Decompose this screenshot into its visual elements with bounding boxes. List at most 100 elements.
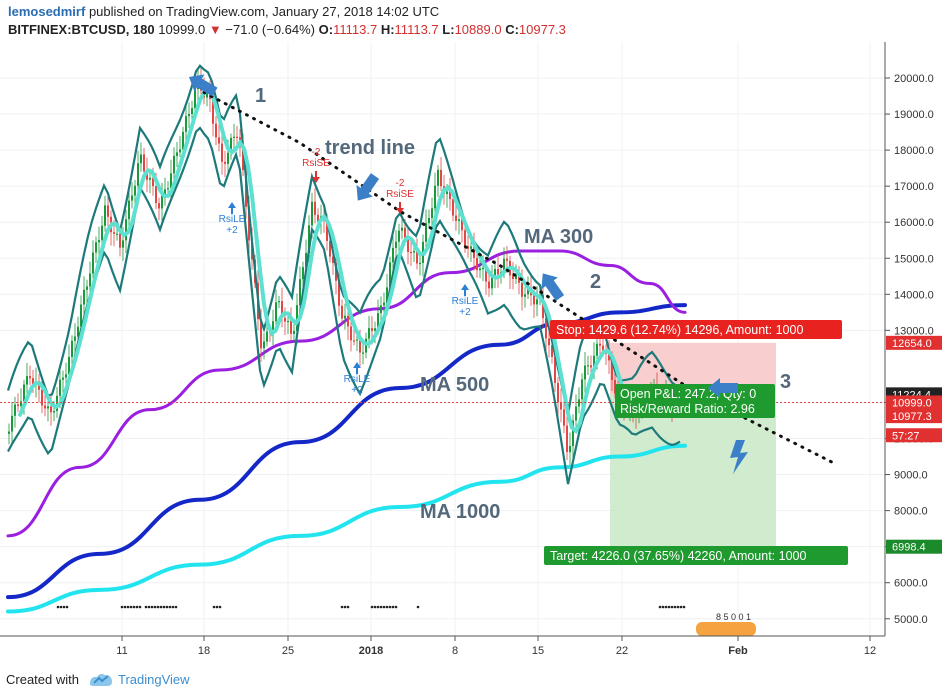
candle-body — [455, 215, 457, 221]
short-ma-line — [18, 88, 682, 435]
candle-body — [536, 299, 538, 305]
candle-body — [377, 313, 379, 329]
candle-body — [413, 251, 415, 253]
stop-label-box[interactable] — [550, 320, 842, 339]
candle-body — [287, 320, 289, 323]
candle-body — [89, 273, 91, 287]
candle-body — [452, 199, 454, 216]
candle-body — [305, 253, 307, 268]
price-tick-label: 18000.0 — [894, 145, 934, 157]
price-tag-label: 12654.0 — [892, 338, 932, 350]
candle-body — [179, 149, 181, 153]
candle-body — [44, 405, 46, 409]
event-dot — [673, 605, 677, 609]
price-tick-label: 14000.0 — [894, 289, 934, 301]
candle-body — [281, 301, 283, 318]
position-zones — [610, 342, 776, 547]
event-dot — [162, 605, 166, 609]
symbol-line: BITFINEX:BTCUSD, 180 10999.0 ▼ −71.0 (−0… — [8, 22, 566, 37]
candle-body — [542, 295, 544, 319]
candle-body — [431, 208, 433, 218]
annot-ma500: MA 500 — [420, 374, 489, 396]
event-dot — [174, 605, 178, 609]
signal-arrow-up-icon — [228, 202, 236, 214]
price-tick-label: 8000.0 — [894, 506, 928, 518]
event-flag-icon: 8 5 0 0 1 — [696, 612, 756, 636]
price-tick-label: 15000.0 — [894, 253, 934, 265]
author-link[interactable]: lemosedmirf — [8, 4, 86, 19]
candle-body — [593, 355, 595, 368]
candle-body — [386, 287, 388, 303]
candle-body — [212, 98, 214, 124]
guppy-ribbon — [6, 64, 682, 485]
tradingview-brand[interactable]: TradingView — [118, 672, 190, 687]
annot-trend-line: trend line — [325, 137, 415, 159]
candle-body — [596, 343, 598, 356]
candle-body — [515, 274, 517, 280]
candle-body — [131, 195, 133, 201]
symbol[interactable]: BITFINEX:BTCUSD, 180 — [8, 22, 155, 37]
footer: Created with TradingView — [0, 664, 943, 696]
candle-body — [17, 404, 19, 407]
price-tick-label: 20000.0 — [894, 73, 934, 85]
event-dot — [391, 605, 395, 609]
candle-body — [533, 295, 535, 305]
candle-body — [236, 136, 238, 139]
created-with-text: Created with — [6, 672, 79, 687]
trend-line[interactable] — [202, 90, 837, 466]
candle-body — [572, 420, 574, 447]
signal-label: RsiSE — [386, 189, 414, 200]
price-tag-label: 10977.3 — [892, 411, 932, 423]
event-dot — [171, 605, 175, 609]
arrow-icon — [541, 273, 565, 301]
price-tag-label: 6998.4 — [892, 542, 926, 554]
price-tick-label: 16000.0 — [894, 217, 934, 229]
candle-body — [527, 287, 529, 295]
candle-body — [407, 237, 409, 252]
annotations[interactable]: 1 2 3 trend line MA 300 MA 500 MA 1000 — [184, 68, 791, 523]
annot-1: 1 — [255, 85, 266, 107]
event-dot — [385, 605, 389, 609]
candle-body — [152, 177, 154, 187]
signal-arrow-down-icon — [396, 202, 404, 214]
candle-body — [611, 360, 613, 381]
trend-line-path[interactable] — [202, 90, 837, 466]
event-dot — [373, 605, 377, 609]
event-dot — [379, 605, 383, 609]
event-dot — [679, 605, 683, 609]
candle-body — [458, 219, 460, 221]
candle-body — [350, 326, 352, 341]
event-dot — [65, 605, 69, 609]
tradingview-logo-icon[interactable] — [88, 670, 114, 688]
candle-body — [575, 406, 577, 421]
event-dot — [682, 605, 686, 609]
signal-arrow-up-icon — [461, 284, 469, 296]
chart-header: lemosedmirf published on TradingView.com… — [0, 0, 943, 40]
candle-body — [62, 377, 64, 380]
candle-body — [65, 374, 67, 378]
annot-ma1000: MA 1000 — [420, 501, 500, 523]
candle-body — [299, 279, 301, 306]
target-label-box[interactable] — [544, 546, 848, 565]
candle-body — [440, 169, 442, 187]
candle-body — [482, 268, 484, 270]
signal-qty: +2 — [226, 225, 238, 236]
candle-body — [356, 339, 358, 341]
signal-arrow-down-icon — [312, 171, 320, 183]
candle-body — [149, 177, 151, 180]
target-zone — [610, 394, 776, 547]
lightning-icon — [730, 440, 748, 474]
candle-body — [113, 232, 115, 234]
candle-body — [428, 217, 430, 224]
event-dot — [376, 605, 380, 609]
candle-body — [92, 252, 94, 274]
time-tick-label: 2018 — [359, 645, 383, 657]
arrow-icon — [708, 378, 738, 398]
time-axis[interactable]: 11 18 25 2018 8 15 22 Feb 12 — [0, 635, 885, 657]
candle-body — [191, 108, 193, 115]
price-tick-label: 5000.0 — [894, 614, 928, 626]
signal-qty: +2 — [459, 307, 471, 318]
event-dot — [159, 605, 163, 609]
signal-qty: +2 — [351, 385, 363, 396]
